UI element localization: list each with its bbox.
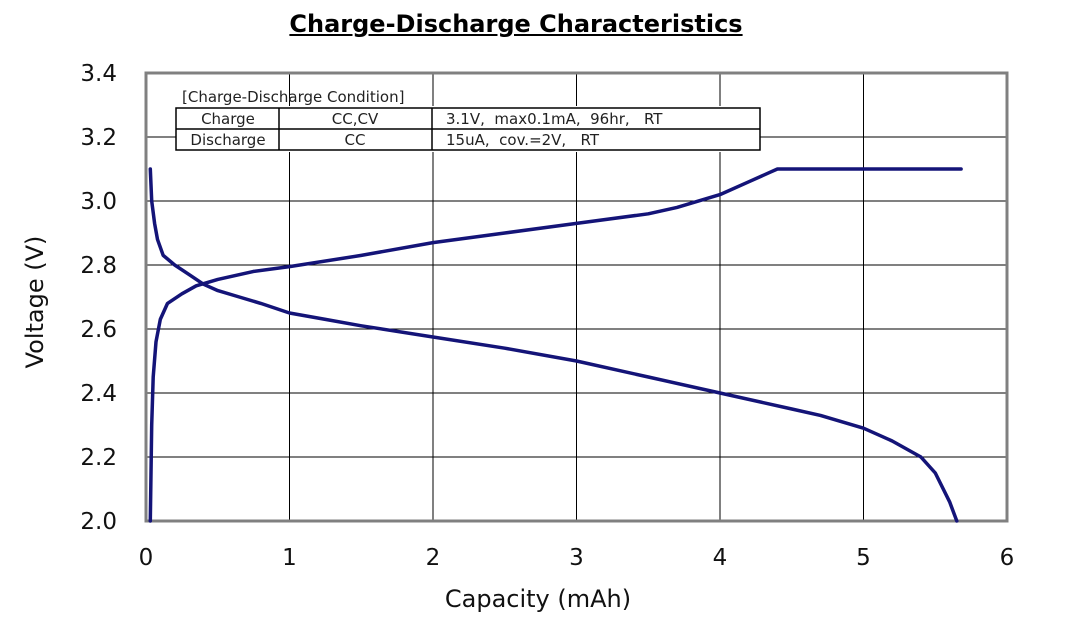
condition-charge-detail: 3.1V, max0.1mA, 96hr, RT — [446, 110, 663, 128]
y-tick-label: 2.8 — [80, 253, 117, 279]
series-discharge-line — [148, 167, 959, 523]
condition-discharge-method: CC — [345, 131, 366, 149]
y-tick-label: 2.4 — [80, 381, 117, 407]
condition-discharge-detail: 15uA, cov.=2V, RT — [446, 131, 600, 149]
y-tick-label: 3.4 — [80, 61, 117, 87]
condition-table: [Charge-Discharge Condition] Charge CC,C… — [175, 88, 761, 152]
y-tick-label: 2.2 — [80, 445, 117, 471]
y-tick-label: 2.6 — [80, 317, 117, 343]
axis-ticks: 0 1 2 3 4 5 6 2.0 2.2 2.4 2.6 2.8 3.0 3.2 3.4 — [80, 61, 1014, 571]
condition-table-caption: [Charge-Discharge Condition] — [182, 88, 404, 106]
x-tick-label: 1 — [282, 545, 297, 571]
series-charge-line — [148, 167, 963, 523]
x-tick-label: 2 — [426, 545, 441, 571]
x-tick-label: 5 — [856, 545, 871, 571]
condition-charge-mode: Charge — [201, 110, 255, 128]
y-axis-title: Voltage (V) — [21, 236, 49, 369]
x-tick-label: 6 — [1000, 545, 1015, 571]
series-layer — [148, 167, 963, 523]
x-axis-title: Capacity (mAh) — [445, 585, 631, 613]
condition-charge-method: CC,CV — [332, 110, 379, 128]
y-tick-label: 3.0 — [80, 189, 117, 215]
x-tick-label: 4 — [713, 545, 728, 571]
condition-discharge-mode: Discharge — [190, 131, 265, 149]
x-tick-label: 3 — [569, 545, 584, 571]
x-tick-label: 0 — [139, 545, 154, 571]
plot-frame — [144, 71, 1009, 523]
chart-title: Charge-Discharge Characteristics — [289, 10, 743, 38]
y-tick-label: 2.0 — [80, 509, 117, 535]
y-tick-label: 3.2 — [80, 125, 117, 151]
